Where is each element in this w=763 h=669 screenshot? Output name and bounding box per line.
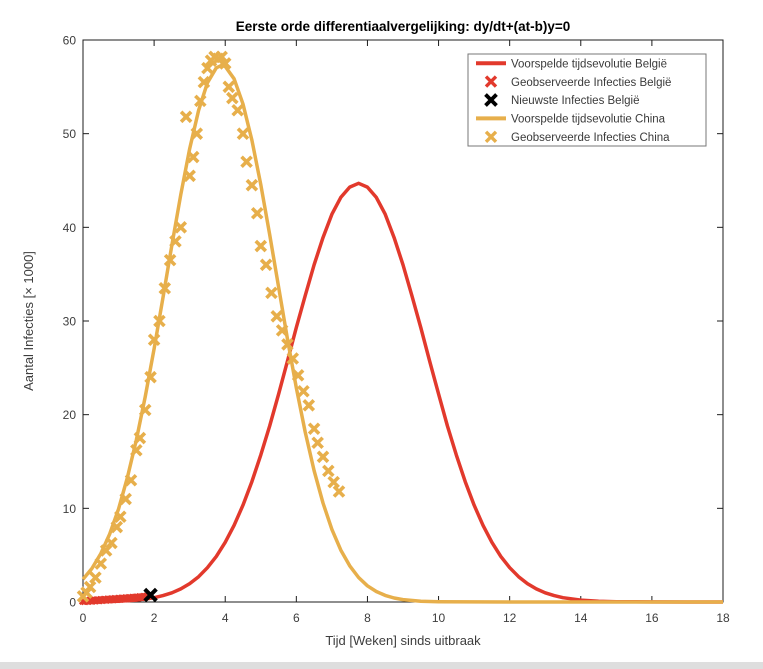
x-marker [254,239,268,253]
legend-item: Geobserveerde Infecties China [484,130,670,144]
legend-item: Voorspelde tijdsevolutie China [476,114,666,126]
y-tick-label: 60 [63,34,77,48]
y-axis-label: Aantal Infecties [× 1000] [21,251,36,391]
x-marker [114,510,127,524]
x-marker [259,258,273,272]
x-marker [316,450,330,464]
x-tick-label: 2 [151,611,158,625]
y-tick-label: 20 [63,408,77,422]
x-marker [226,91,239,105]
x-marker [119,492,132,506]
x-marker [144,370,157,384]
series-scatter-geobserveerde-infecties-china [76,50,346,603]
x-marker [163,253,177,267]
y-tick-label: 50 [63,127,77,141]
x-tick-label: 16 [645,611,659,625]
x-marker [169,235,182,248]
legend-marker-swatch [484,130,498,144]
x-marker [105,536,118,550]
x-marker [186,150,200,164]
x-marker [270,310,284,323]
x-marker [302,399,316,412]
x-marker [138,403,152,417]
x-marker [158,281,172,295]
x-marker [332,485,346,498]
x-marker [153,314,166,328]
x-marker [83,580,97,594]
x-marker [89,571,102,584]
legend-item: Geobserveerde Infecties België [484,75,671,89]
x-marker [240,155,253,169]
legend-label: Nieuwste Infecties België [511,95,639,107]
x-marker [222,80,236,94]
x-marker [174,221,188,234]
axes-layer: 0 2 4 6 8 10 12 14 16 18 0 10 20 30 40 50 60 [63,34,730,626]
x-marker [236,127,250,140]
chart-title: Eerste orde differentiaalvergelijking: d… [236,19,571,34]
legend-marker-swatch [484,93,498,107]
series-scatter-nieuwste-infecties-belgi [143,587,158,603]
x-marker [124,473,138,487]
x-axis-label: Tijd [Weken] sinds uitbraak [325,633,481,648]
x-tick-label: 4 [222,611,229,625]
legend-label: Voorspelde tijdsevolutie België [511,58,667,70]
x-marker [265,286,278,300]
x-marker [311,436,324,450]
x-marker [215,50,228,64]
x-marker [231,103,244,117]
x-marker [143,587,158,603]
x-tick-label: 10 [432,611,446,625]
x-marker [190,127,204,140]
x-marker [297,384,310,398]
y-tick-label: 10 [63,502,77,516]
x-marker [201,61,214,75]
x-tick-label: 18 [716,611,730,625]
x-marker [130,443,143,457]
x-marker [194,94,207,108]
plot-area [76,50,723,606]
legend-label: Geobserveerde Infecties China [511,132,670,144]
x-marker [250,207,264,220]
x-marker [286,352,300,365]
x-marker [291,369,305,382]
legend: Voorspelde tijdsevolutie België Geobserve… [467,53,707,147]
x-marker [322,464,335,478]
x-tick-label: 0 [80,611,87,625]
legend-item: Voorspelde tijdsevolutie België [476,58,667,70]
legend-box [467,53,707,147]
x-marker [179,110,193,124]
x-marker [147,333,161,347]
window-edge [0,662,763,669]
x-marker [110,520,124,534]
x-marker [218,57,232,70]
y-tick-label: 40 [63,221,77,235]
x-marker [281,338,294,351]
x-marker [307,422,321,435]
legend-marker-swatch [484,75,498,88]
legend-label: Geobserveerde Infecties België [511,77,671,89]
series-line-voorspelde-tijdsevolutie-belgi [82,181,723,604]
legend-label: Voorspelde tijdsevolutie China [511,114,666,126]
x-marker [94,557,108,570]
x-marker [275,324,289,337]
x-marker [183,169,196,183]
x-tick-label: 8 [364,611,371,625]
x-marker [245,178,259,192]
legend-item: Nieuwste Infecties België [484,93,639,107]
x-tick-label: 12 [503,611,517,625]
x-tick-label: 6 [293,611,300,625]
x-marker [197,75,211,89]
x-marker [133,431,147,445]
x-tick-label: 14 [574,611,588,625]
y-tick-label: 0 [69,596,76,610]
y-tick-label: 30 [63,315,77,329]
x-marker [327,475,340,489]
